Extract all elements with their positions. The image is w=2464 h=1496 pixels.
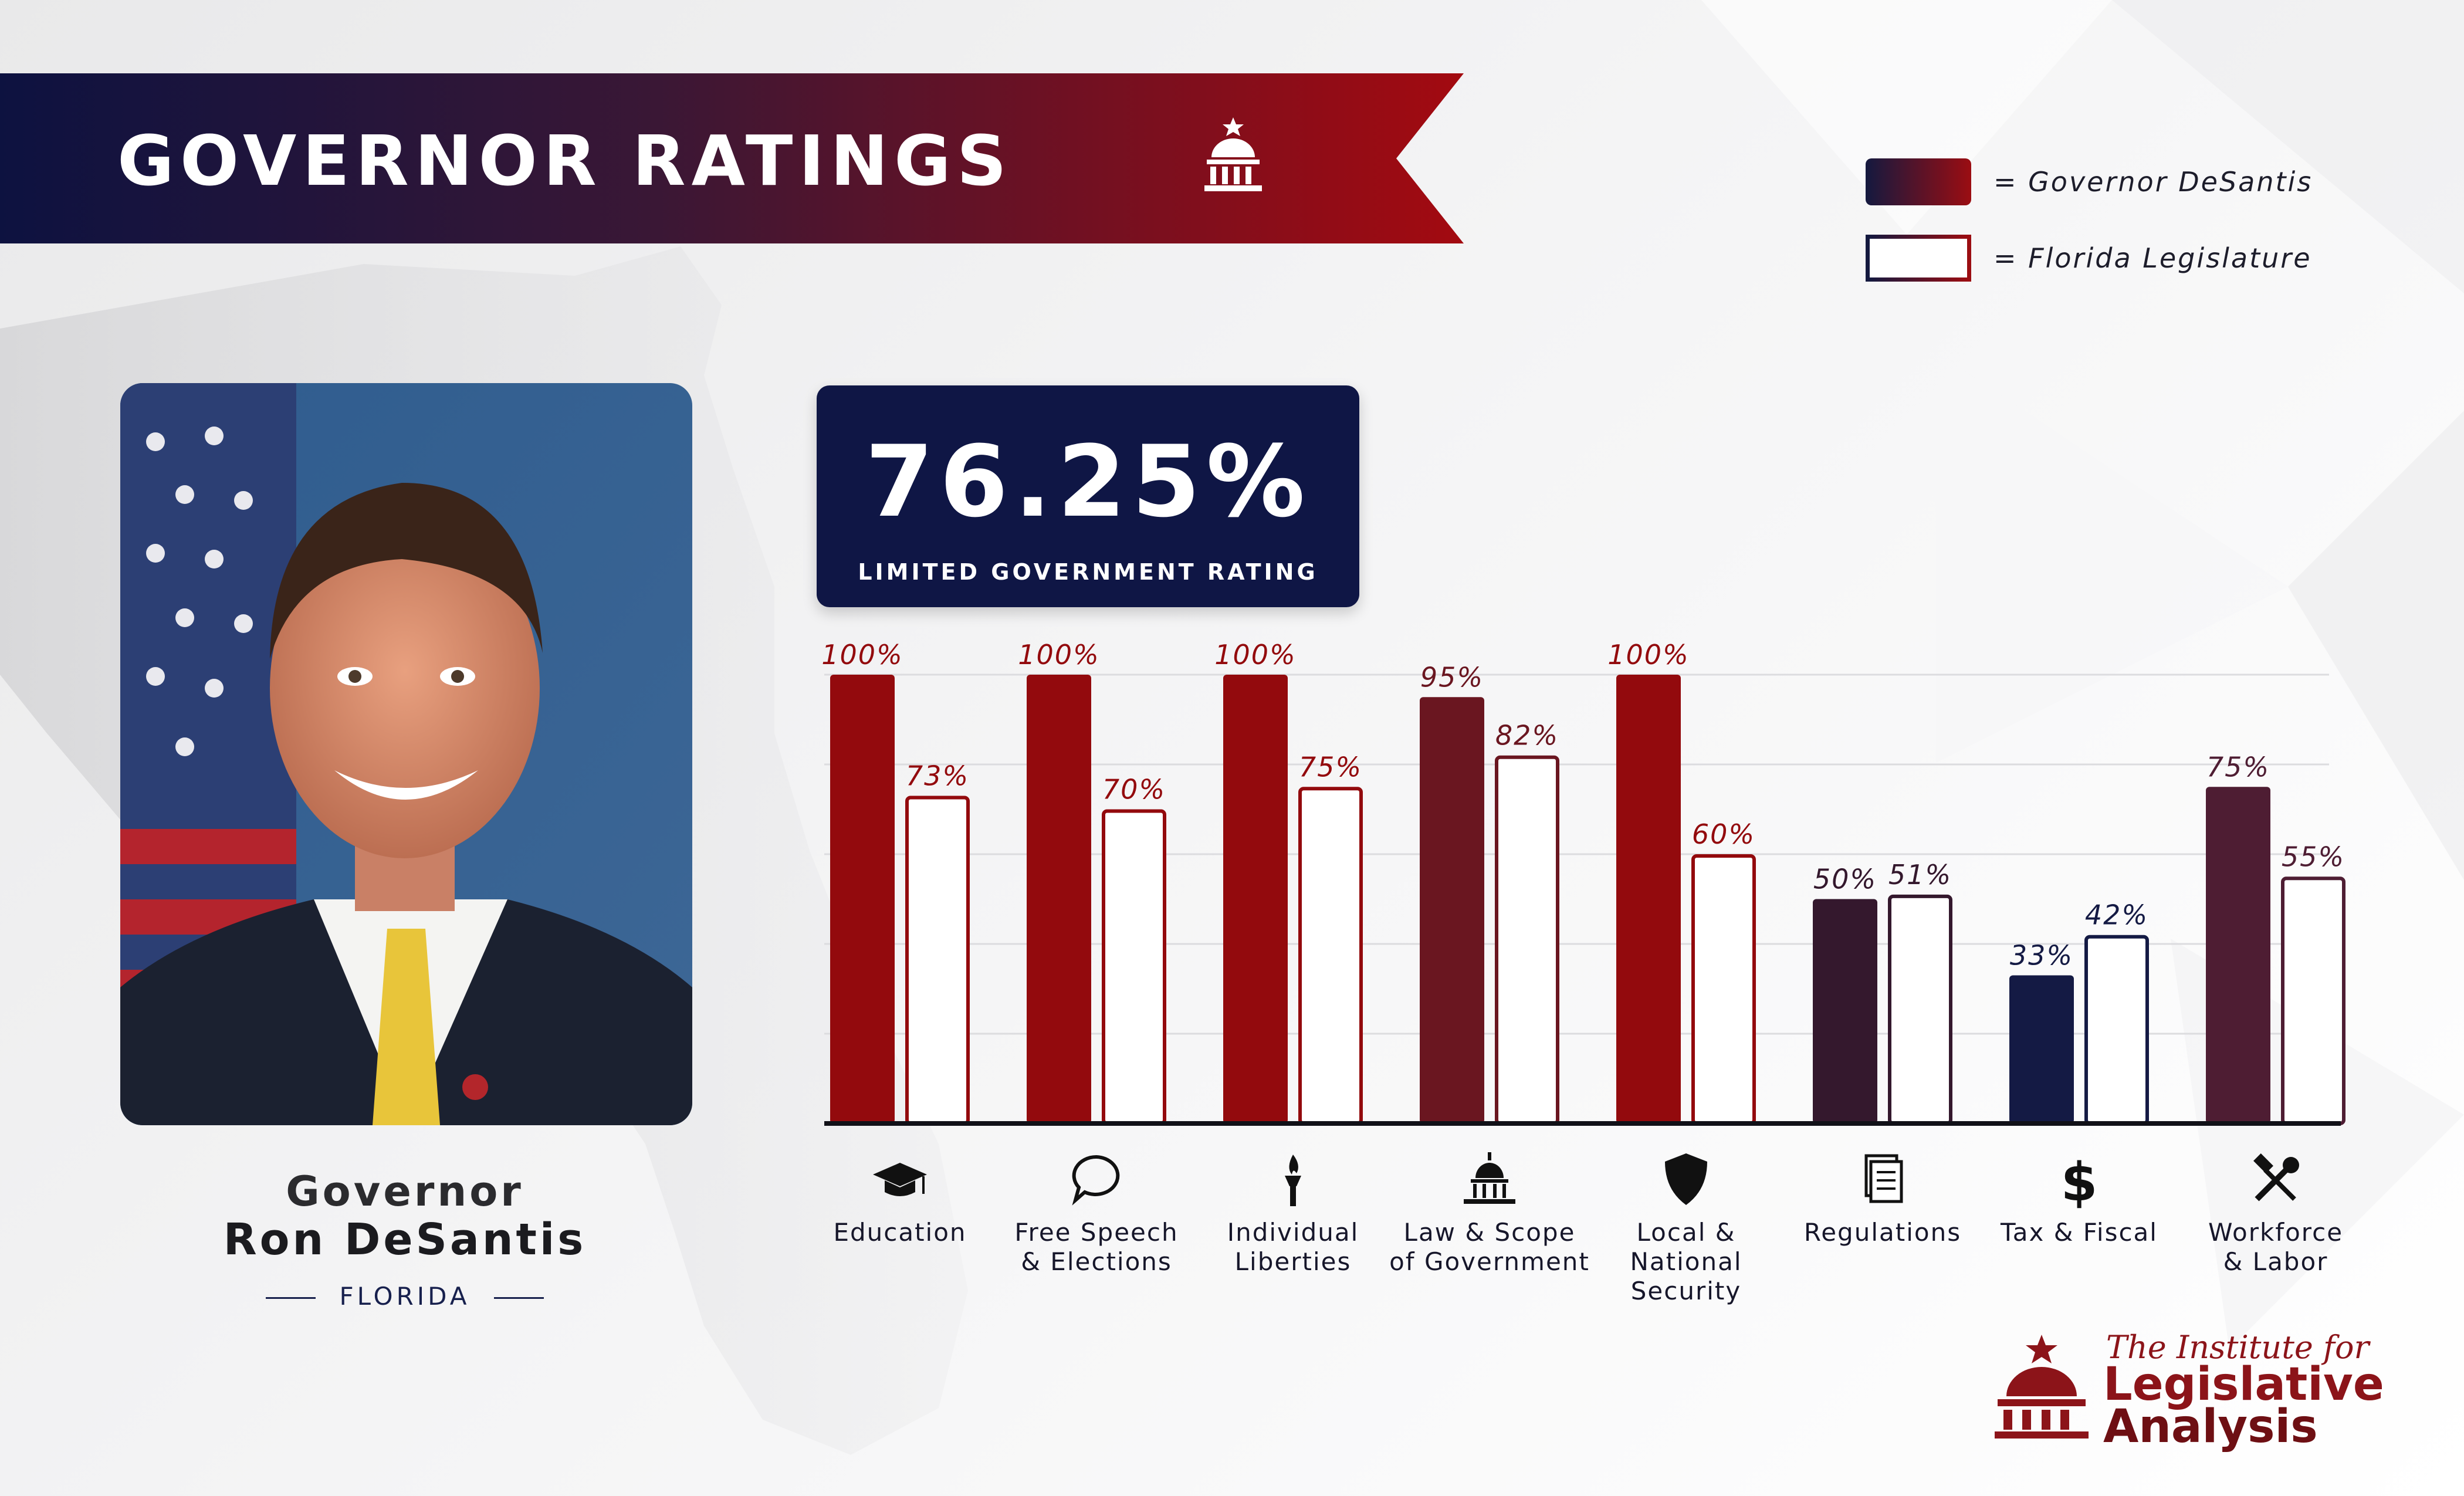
governor-role: Governor — [286, 1167, 524, 1216]
page-title: GOVERNOR RATINGS — [117, 120, 1013, 201]
document-icon — [1864, 1154, 1903, 1203]
tools-icon — [2253, 1153, 2299, 1201]
category-6: $ Tax & Fiscal — [1974, 1150, 2185, 1247]
legend-swatch-legislature — [1866, 235, 1971, 282]
category-label: Local & National Security — [1630, 1218, 1742, 1305]
category-label: Regulations — [1803, 1218, 1962, 1247]
title-banner — [0, 73, 1464, 243]
institute-logo: The Institute for Legislative Analysis — [1989, 1329, 2435, 1453]
category-5: Regulations — [1777, 1150, 1988, 1247]
category-3: Law & Scope of Government — [1384, 1150, 1595, 1277]
category-label: Individual Liberties — [1227, 1218, 1359, 1276]
governor-state: FLORIDA — [117, 1282, 692, 1311]
category-0: Education — [794, 1150, 1006, 1247]
svg-text:$: $ — [2061, 1152, 2098, 1209]
institute-capitol-icon — [1995, 1335, 2089, 1439]
category-1: Free Speech & Elections — [991, 1150, 1202, 1277]
shield-icon — [1665, 1153, 1707, 1205]
graduation-cap-icon — [873, 1163, 927, 1196]
category-label: Tax & Fiscal — [2001, 1218, 2158, 1247]
category-7: Workforce & Labor — [2170, 1150, 2381, 1277]
divider-right — [493, 1297, 544, 1299]
category-label: Law & Scope of Government — [1389, 1218, 1590, 1276]
legend-swatch-governor — [1866, 158, 1971, 205]
logo-line1: The Institute for — [2106, 1329, 2370, 1366]
dollar-icon: $ — [2061, 1152, 2098, 1209]
category-4: Local & National Security — [1580, 1150, 1792, 1306]
overall-rating-card: 76.25% LIMITED GOVERNMENT RATING — [817, 385, 1359, 607]
legend-label-legislature: = Florida Legislature — [1993, 242, 2312, 274]
category-label: Free Speech & Elections — [1014, 1218, 1179, 1276]
overall-rating-value: 76.25% — [865, 424, 1311, 539]
speech-bubble-icon — [1072, 1155, 1120, 1206]
category-label: Education — [833, 1218, 967, 1247]
divider-left — [266, 1297, 316, 1299]
capitol-icon — [1204, 117, 1262, 191]
category-2: Individual Liberties — [1187, 1150, 1399, 1277]
legend-label-governor: = Governor DeSantis — [1993, 166, 2313, 198]
category-label: Workforce & Labor — [2208, 1218, 2344, 1276]
governor-portrait — [120, 383, 692, 1125]
torch-icon — [1285, 1155, 1301, 1206]
legend-legislature: = Florida Legislature — [1866, 235, 2312, 282]
logo-line2: Legislative — [2103, 1358, 2384, 1411]
governor-name: Ron DeSantis — [223, 1214, 587, 1265]
legend-governor: = Governor DeSantis — [1866, 158, 2313, 205]
logo-line3: Analysis — [2103, 1400, 2318, 1453]
state-label: FLORIDA — [339, 1282, 471, 1311]
capitol-icon — [1464, 1152, 1515, 1204]
overall-rating-label: LIMITED GOVERNMENT RATING — [858, 559, 1318, 585]
